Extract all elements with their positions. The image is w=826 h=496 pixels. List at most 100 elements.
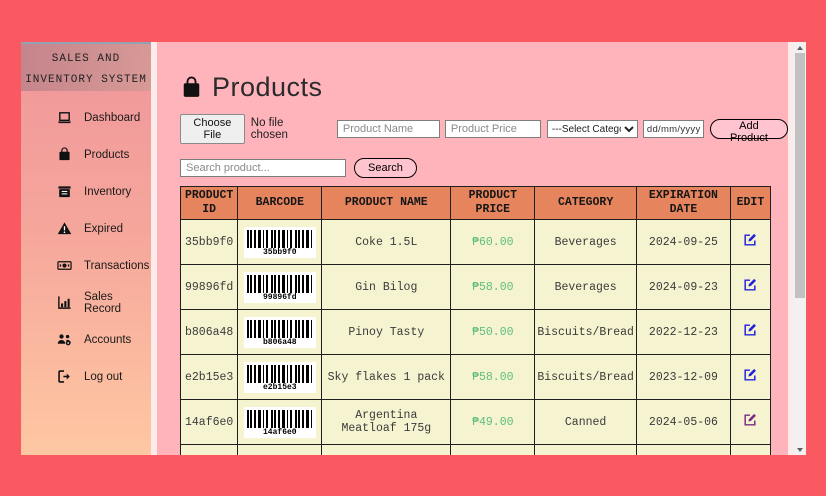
cell-product-name: Coke 1.5L [321,219,452,265]
app-title: SALES AND INVENTORY SYSTEM [21,42,151,91]
sidebar-item-label: Dashboard [84,111,141,124]
shopping-bag-icon [57,147,72,162]
cell-edit [729,354,771,400]
cell-product-id: b806a48 [179,309,239,355]
cell-product-price: ₱60.00 [450,219,536,265]
cell-category: Biscuits/Bread [534,309,637,355]
col-header-product-id: PRODUCT ID [179,186,239,220]
cell-product-id: 99896fd [179,264,239,310]
bar-chart-icon [57,295,72,310]
col-header-product-name: PRODUCT NAME [321,186,452,220]
cell-expiration-date: 2022-12-23 [635,309,731,355]
cell-product-price: ₱50.00 [450,309,536,355]
sidebar-item-inventory[interactable]: Inventory [21,173,151,210]
app-title-line2: INVENTORY SYSTEM [25,74,147,86]
edit-icon[interactable] [743,413,757,427]
products-bag-icon [183,76,200,97]
sidebar-menu: Dashboard Products Inventory Expired [21,91,151,395]
cell-product-price [450,444,536,455]
sidebar-item-sales-record[interactable]: Sales Record [21,284,151,321]
sidebar-item-label: Log out [84,370,123,383]
table-row: 35bb9f0 35bb9f0 Coke 1.5L ₱60.00 Beverag… [179,219,771,265]
table-row: b806a48 b806a48 Pinoy Tasty ₱50.00 Biscu… [179,309,771,355]
app-window: SALES AND INVENTORY SYSTEM Dashboard Pro… [21,42,806,455]
cell-barcode: 99896fd [237,264,323,310]
scroll-down-arrow-icon [797,447,803,452]
sidebar-item-logout[interactable]: Log out [21,358,151,395]
logout-icon [57,369,72,384]
scroll-up-button[interactable] [794,42,806,53]
table-row-partial [179,444,771,455]
edit-icon[interactable] [743,233,757,247]
cell-edit [729,219,771,265]
file-upload: Choose File No file chosen [180,114,309,144]
products-table: PRODUCT ID BARCODE PRODUCT NAME PRODUCT … [179,186,771,455]
sidebar-item-label: Products [84,148,130,161]
scrollbar-thumb[interactable] [795,53,805,298]
cell-category: Canned [534,399,637,445]
sidebar-item-expired[interactable]: Expired [21,210,151,247]
barcode-bars [246,364,313,383]
cell-product-name [321,444,452,455]
edit-icon[interactable] [743,278,757,292]
search-bar: Search [180,158,788,178]
sidebar-item-label: Transactions [84,259,150,272]
warning-triangle-icon [57,221,72,236]
cell-product-name: Gin Bilog [321,264,452,310]
barcode-bars [246,229,313,248]
table-row: 14af6e0 14af6e0 Argentina Meatloaf 175g … [179,399,771,445]
col-header-barcode: BARCODE [237,186,323,220]
choose-file-button[interactable]: Choose File [180,114,245,144]
page-header: Products [180,68,788,106]
edit-icon[interactable] [743,368,757,382]
cell-barcode: e2b15e3 [237,354,323,400]
cell-category: Beverages [534,219,637,265]
cell-expiration-date: 2024-09-25 [635,219,731,265]
cell-product-id: e2b15e3 [179,354,239,400]
search-input[interactable] [180,159,346,177]
table-row: e2b15e3 e2b15e3 Sky flakes 1 pack ₱58.00… [179,354,771,400]
sidebar-item-products[interactable]: Products [21,136,151,173]
category-select[interactable]: ---Select Category--- [546,120,638,138]
laptop-icon [57,110,72,125]
product-name-input[interactable] [336,120,440,138]
barcode-label: 35bb9f0 [263,247,297,257]
cell-barcode: b806a48 [237,309,323,355]
users-gear-icon [57,332,72,347]
archive-box-icon [57,184,72,199]
barcode-image: 35bb9f0 [243,226,316,258]
col-header-expiration-date: EXPIRATION DATE [635,186,731,220]
product-price-input[interactable] [444,120,541,138]
main-content: Products Choose File No file chosen ---S… [157,42,788,455]
cell-category: Beverages [534,264,637,310]
sidebar-item-label: Accounts [84,333,132,346]
vertical-scrollbar[interactable] [794,42,806,455]
sidebar-item-dashboard[interactable]: Dashboard [21,99,151,136]
col-header-category: CATEGORY [534,186,637,220]
sidebar-item-transactions[interactable]: Transactions [21,247,151,284]
search-button[interactable]: Search [354,158,417,178]
cell-product-price: ₱49.00 [450,399,536,445]
cell-barcode [237,444,323,455]
sidebar-item-accounts[interactable]: Accounts [21,321,151,358]
page-title: Products [212,71,323,102]
cell-edit [729,444,771,455]
cell-expiration-date: 2024-05-06 [635,399,731,445]
sidebar-item-label: Expired [84,222,123,235]
barcode-image: e2b15e3 [243,361,316,393]
cell-product-id: 35bb9f0 [179,219,239,265]
barcode-bars [246,274,313,293]
date-placeholder: dd/mm/yyyy [646,123,701,135]
cell-category: Biscuits/Bread [534,354,637,400]
cell-expiration-date: 2024-09-23 [635,264,731,310]
barcode-label: b806a48 [263,337,297,347]
cell-expiration-date: 2023-12-09 [635,354,731,400]
add-product-button[interactable]: Add Product [709,119,788,144]
edit-icon[interactable] [743,323,757,337]
barcode-image: 99896fd [243,271,316,303]
scroll-down-button[interactable] [794,444,806,455]
barcode-label: 99896fd [263,292,297,302]
cell-product-name: Pinoy Tasty [321,309,452,355]
expiration-date-input[interactable]: dd/mm/yyyy [642,120,704,138]
cash-icon [57,258,72,273]
